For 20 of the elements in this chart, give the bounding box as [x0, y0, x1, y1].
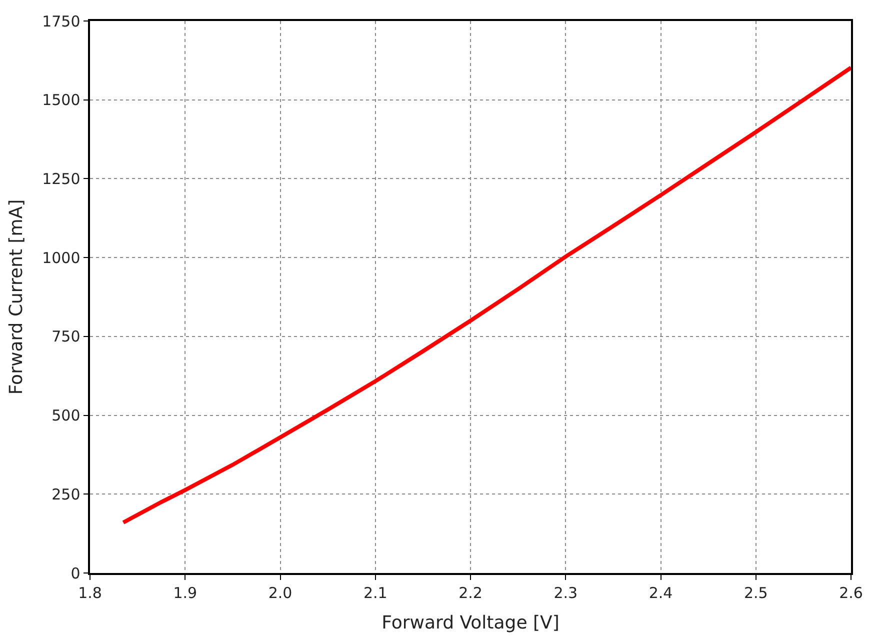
x-tick-label: 1.8 — [78, 584, 102, 602]
line-series — [121, 66, 851, 525]
x-tick-label: 2.5 — [744, 584, 768, 602]
x-tick-label: 2.2 — [458, 584, 482, 602]
y-tick-label: 750 — [52, 328, 80, 346]
x-tick-label: 2.4 — [648, 584, 673, 602]
y-axis-title: Forward Current [mA] — [6, 199, 27, 395]
y-tick-label: 500 — [52, 406, 80, 425]
y-tick-label: 1250 — [42, 170, 80, 188]
y-tick-label: 0 — [70, 564, 80, 582]
y-tick-label: 250 — [52, 485, 80, 504]
x-tick-label: 1.9 — [173, 584, 198, 602]
x-tick-label: 2.1 — [363, 584, 388, 602]
y-tick-label: 1750 — [42, 12, 80, 30]
x-axis-title: Forward Voltage [V] — [382, 612, 560, 634]
x-tick-label: 2.0 — [268, 584, 292, 602]
x-tick-label: 2.3 — [554, 584, 578, 602]
y-tick-label: 1500 — [42, 91, 80, 110]
x-tick-label: 2.6 — [839, 584, 863, 602]
y-tick-label: 1000 — [42, 248, 80, 267]
